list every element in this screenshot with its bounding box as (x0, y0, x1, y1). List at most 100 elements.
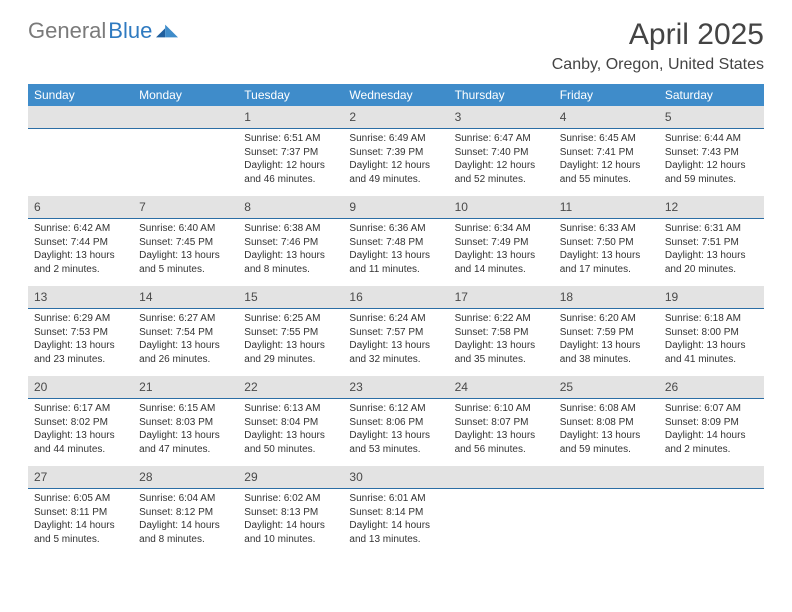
day-number-cell (659, 466, 764, 489)
day-info-cell: Sunrise: 6:51 AMSunset: 7:37 PMDaylight:… (238, 129, 343, 196)
weekday-header: Thursday (449, 84, 554, 106)
day-number: 27 (34, 470, 47, 484)
daynum-row: 13141516171819 (28, 286, 764, 309)
daylight-line: Daylight: 12 hours and 55 minutes. (560, 159, 653, 186)
sunset-line: Sunset: 7:46 PM (244, 236, 337, 250)
day-number-cell: 15 (238, 286, 343, 309)
day-info-cell: Sunrise: 6:25 AMSunset: 7:55 PMDaylight:… (238, 309, 343, 376)
sunrise-line: Sunrise: 6:17 AM (34, 402, 127, 416)
sunset-line: Sunset: 8:07 PM (455, 416, 548, 430)
daylight-line: Daylight: 13 hours and 29 minutes. (244, 339, 337, 366)
daylight-line: Daylight: 13 hours and 38 minutes. (560, 339, 653, 366)
day-number: 4 (560, 110, 567, 124)
daynum-row: 27282930 (28, 466, 764, 489)
daylight-line: Daylight: 13 hours and 44 minutes. (34, 429, 127, 456)
day-info-cell: Sunrise: 6:40 AMSunset: 7:45 PMDaylight:… (133, 219, 238, 286)
daylight-line: Daylight: 13 hours and 56 minutes. (455, 429, 548, 456)
day-number: 6 (34, 200, 41, 214)
sunset-line: Sunset: 7:37 PM (244, 146, 337, 160)
sunrise-line: Sunrise: 6:08 AM (560, 402, 653, 416)
calendar: SundayMondayTuesdayWednesdayThursdayFrid… (28, 84, 764, 556)
day-info-cell: Sunrise: 6:12 AMSunset: 8:06 PMDaylight:… (343, 399, 448, 466)
day-number: 26 (665, 380, 678, 394)
sunrise-line: Sunrise: 6:49 AM (349, 132, 442, 146)
sunrise-line: Sunrise: 6:07 AM (665, 402, 758, 416)
weekday-header: Friday (554, 84, 659, 106)
daylight-line: Daylight: 14 hours and 13 minutes. (349, 519, 442, 546)
location: Canby, Oregon, United States (552, 56, 764, 74)
sunrise-line: Sunrise: 6:13 AM (244, 402, 337, 416)
day-number-cell: 1 (238, 106, 343, 129)
sunrise-line: Sunrise: 6:44 AM (665, 132, 758, 146)
day-number: 2 (349, 110, 356, 124)
sunset-line: Sunset: 7:58 PM (455, 326, 548, 340)
day-number: 1 (244, 110, 251, 124)
daynum-row: 6789101112 (28, 196, 764, 219)
day-number-cell: 11 (554, 196, 659, 219)
day-number-cell: 28 (133, 466, 238, 489)
daylight-line: Daylight: 12 hours and 46 minutes. (244, 159, 337, 186)
sunset-line: Sunset: 8:02 PM (34, 416, 127, 430)
day-number-cell: 9 (343, 196, 448, 219)
sunset-line: Sunset: 7:59 PM (560, 326, 653, 340)
daylight-line: Daylight: 13 hours and 11 minutes. (349, 249, 442, 276)
day-info-cell: Sunrise: 6:22 AMSunset: 7:58 PMDaylight:… (449, 309, 554, 376)
day-number-cell: 2 (343, 106, 448, 129)
sunset-line: Sunset: 8:03 PM (139, 416, 232, 430)
sunset-line: Sunset: 7:51 PM (665, 236, 758, 250)
sunrise-line: Sunrise: 6:47 AM (455, 132, 548, 146)
day-number-cell (554, 466, 659, 489)
weekday-header-row: SundayMondayTuesdayWednesdayThursdayFrid… (28, 84, 764, 106)
daylight-line: Daylight: 13 hours and 8 minutes. (244, 249, 337, 276)
day-number-cell: 3 (449, 106, 554, 129)
sunset-line: Sunset: 8:09 PM (665, 416, 758, 430)
day-info-cell: Sunrise: 6:44 AMSunset: 7:43 PMDaylight:… (659, 129, 764, 196)
day-number: 28 (139, 470, 152, 484)
weekday-header: Tuesday (238, 84, 343, 106)
day-number-cell (449, 466, 554, 489)
sunrise-line: Sunrise: 6:45 AM (560, 132, 653, 146)
day-number-cell: 21 (133, 376, 238, 399)
day-number-cell: 16 (343, 286, 448, 309)
day-number: 19 (665, 290, 678, 304)
daylight-line: Daylight: 13 hours and 32 minutes. (349, 339, 442, 366)
sunrise-line: Sunrise: 6:34 AM (455, 222, 548, 236)
month-title: April 2025 (552, 18, 764, 52)
daylight-line: Daylight: 14 hours and 8 minutes. (139, 519, 232, 546)
day-number-cell: 18 (554, 286, 659, 309)
day-number: 21 (139, 380, 152, 394)
weekday-header: Sunday (28, 84, 133, 106)
day-number: 22 (244, 380, 257, 394)
day-number: 3 (455, 110, 462, 124)
day-info-cell: Sunrise: 6:33 AMSunset: 7:50 PMDaylight:… (554, 219, 659, 286)
day-number: 11 (560, 200, 572, 214)
daylight-line: Daylight: 13 hours and 59 minutes. (560, 429, 653, 456)
daylight-line: Daylight: 13 hours and 53 minutes. (349, 429, 442, 456)
day-info-cell: Sunrise: 6:31 AMSunset: 7:51 PMDaylight:… (659, 219, 764, 286)
sunset-line: Sunset: 7:49 PM (455, 236, 548, 250)
daylight-line: Daylight: 13 hours and 17 minutes. (560, 249, 653, 276)
day-info-cell: Sunrise: 6:27 AMSunset: 7:54 PMDaylight:… (133, 309, 238, 376)
daylight-line: Daylight: 13 hours and 2 minutes. (34, 249, 127, 276)
day-number: 23 (349, 380, 362, 394)
day-info-cell (659, 489, 764, 556)
day-number: 13 (34, 290, 47, 304)
sunrise-line: Sunrise: 6:18 AM (665, 312, 758, 326)
sunset-line: Sunset: 7:57 PM (349, 326, 442, 340)
day-info-cell: Sunrise: 6:49 AMSunset: 7:39 PMDaylight:… (343, 129, 448, 196)
day-number-cell: 6 (28, 196, 133, 219)
daylight-line: Daylight: 12 hours and 49 minutes. (349, 159, 442, 186)
sunrise-line: Sunrise: 6:33 AM (560, 222, 653, 236)
daylight-line: Daylight: 14 hours and 2 minutes. (665, 429, 758, 456)
day-info-cell: Sunrise: 6:38 AMSunset: 7:46 PMDaylight:… (238, 219, 343, 286)
day-info-cell: Sunrise: 6:29 AMSunset: 7:53 PMDaylight:… (28, 309, 133, 376)
day-number-cell: 13 (28, 286, 133, 309)
daylight-line: Daylight: 14 hours and 10 minutes. (244, 519, 337, 546)
sunrise-line: Sunrise: 6:01 AM (349, 492, 442, 506)
day-number-cell: 10 (449, 196, 554, 219)
day-info-cell: Sunrise: 6:45 AMSunset: 7:41 PMDaylight:… (554, 129, 659, 196)
day-info-cell: Sunrise: 6:07 AMSunset: 8:09 PMDaylight:… (659, 399, 764, 466)
sunset-line: Sunset: 8:08 PM (560, 416, 653, 430)
sunset-line: Sunset: 7:54 PM (139, 326, 232, 340)
day-info-cell: Sunrise: 6:04 AMSunset: 8:12 PMDaylight:… (133, 489, 238, 556)
